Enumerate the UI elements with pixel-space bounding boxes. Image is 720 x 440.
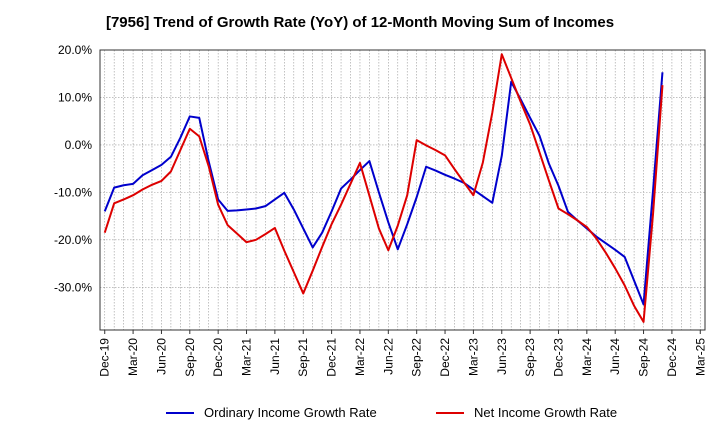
x-tick-label: Mar-23 xyxy=(466,338,480,376)
series-line-net-income xyxy=(103,53,664,323)
legend-label-net-income: Net Income Growth Rate xyxy=(474,405,618,420)
series-line-ordinary-income xyxy=(103,72,664,306)
legend-item-ordinary-income: Ordinary Income Growth Rate xyxy=(166,405,377,420)
x-tick-label: Sep-20 xyxy=(183,338,197,377)
y-tick-label: -10.0% xyxy=(54,185,92,199)
x-tick-label: Dec-22 xyxy=(438,338,452,377)
x-tick-label: Mar-20 xyxy=(126,338,140,376)
series-lines xyxy=(103,53,664,323)
x-tick-label: Jun-23 xyxy=(495,338,509,375)
y-tick-label: 0.0% xyxy=(65,138,93,152)
legend: Ordinary Income Growth Rate Net Income G… xyxy=(0,405,720,425)
legend-label-ordinary-income: Ordinary Income Growth Rate xyxy=(204,405,377,420)
x-tick-label: Mar-25 xyxy=(693,338,707,376)
x-tick-label: Sep-21 xyxy=(296,338,310,377)
chart-title: [7956] Trend of Growth Rate (YoY) of 12-… xyxy=(105,14,615,31)
x-tick-label: Jun-24 xyxy=(608,338,622,375)
y-tick-label: -30.0% xyxy=(54,280,92,294)
x-tick-label: Mar-22 xyxy=(353,338,367,376)
x-axis: Dec-19 Mar-20 Jun-20 Sep-20 Dec-20 Mar-21 Jun-… xyxy=(98,330,707,377)
legend-swatch-ordinary-income xyxy=(166,411,194,414)
plot-frame xyxy=(99,49,706,331)
legend-swatch-net-income xyxy=(436,411,464,414)
y-tick-label: 20.0% xyxy=(58,43,92,57)
x-tick-label: Jun-21 xyxy=(268,338,282,375)
grid xyxy=(100,49,705,330)
x-tick-label: Sep-24 xyxy=(637,338,651,377)
x-tick-label: Mar-21 xyxy=(240,338,254,376)
x-tick-label: Sep-22 xyxy=(410,338,424,377)
y-tick-label: -20.0% xyxy=(54,233,92,247)
plot-border xyxy=(99,49,706,331)
x-tick-label: Jun-20 xyxy=(154,338,168,375)
x-tick-label: Sep-23 xyxy=(523,338,537,377)
x-tick-label: Jun-22 xyxy=(381,338,395,375)
x-tick-label: Dec-20 xyxy=(211,338,225,377)
x-tick-label: Dec-23 xyxy=(551,338,565,377)
y-axis: 20.0% 10.0% 0.0% -10.0% -20.0% -30.0% xyxy=(54,43,92,294)
x-tick-label: Mar-24 xyxy=(580,338,594,376)
x-tick-label: Dec-24 xyxy=(665,338,679,377)
x-tick-label: Dec-19 xyxy=(98,338,112,377)
y-tick-label: 10.0% xyxy=(58,90,92,104)
x-tick-label: Dec-21 xyxy=(325,338,339,377)
legend-item-net-income: Net Income Growth Rate xyxy=(436,405,617,420)
